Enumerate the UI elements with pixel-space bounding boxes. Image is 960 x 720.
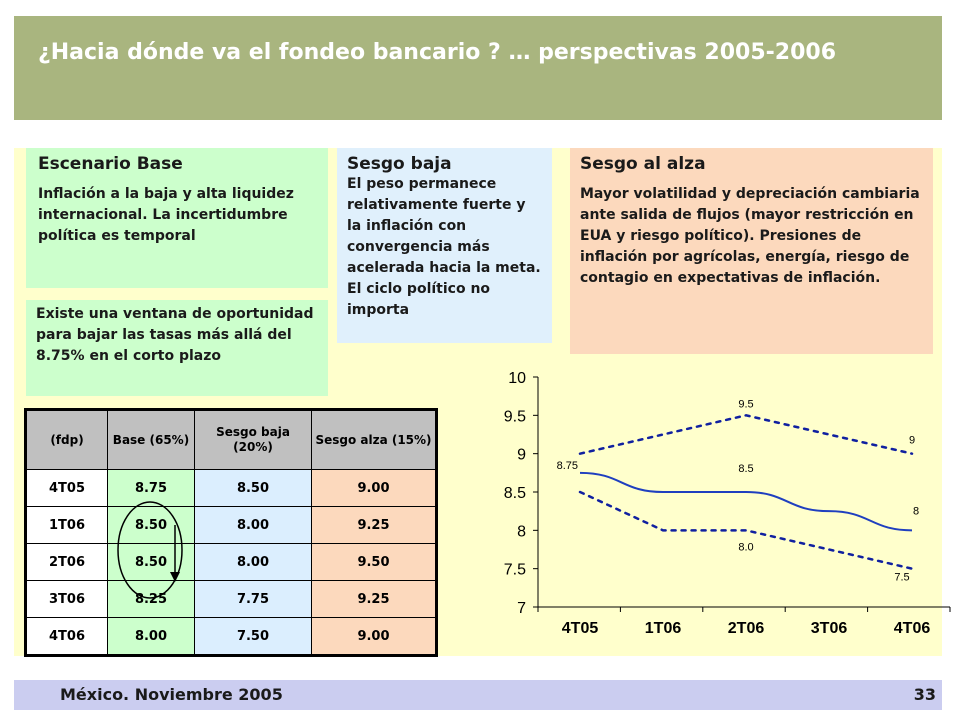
sesgo-alza-box: Sesgo al alza Mayor volatilidad y deprec… — [570, 148, 933, 354]
table-cell: 4T05 — [25, 469, 108, 507]
table-header: Sesgo alza (15%) — [311, 409, 437, 470]
table-cell: 8.25 — [107, 580, 195, 618]
y-tick-label: 9.5 — [504, 408, 526, 425]
y-tick-label: 10 — [508, 370, 526, 387]
table-cell: 8.50 — [194, 469, 312, 507]
arrow-head-icon — [170, 572, 180, 582]
table-cell: 9.25 — [311, 580, 437, 618]
y-tick-label: 8 — [517, 523, 526, 540]
table-row: 4T06 8.00 7.50 9.00 — [25, 617, 437, 656]
data-label: 7.5 — [894, 572, 909, 584]
table-cell: 8.75 — [107, 469, 195, 507]
table-cell: 9.00 — [311, 617, 437, 656]
sesgo-baja-heading: Sesgo baja — [347, 154, 452, 174]
table-cell: 7.50 — [194, 617, 312, 656]
table-row: 3T06 8.25 7.75 9.25 — [25, 580, 437, 618]
table-cell: 9.25 — [311, 506, 437, 544]
table-cell: 8.00 — [107, 617, 195, 656]
table-cell: 1T06 — [25, 506, 108, 544]
page-number: 33 — [913, 685, 936, 704]
ventana-box: Existe una ventana de oportunidad para b… — [26, 300, 328, 396]
data-label: 9 — [909, 435, 915, 447]
data-label: 8 — [913, 505, 919, 517]
escenario-base-body: Inflación a la baja y alta liquidez inte… — [38, 186, 294, 244]
table-cell: 8.50 — [107, 543, 195, 581]
data-label: 9.5 — [738, 398, 753, 410]
sesgo-baja-body: El peso permanece relativamente fuerte y… — [347, 176, 541, 318]
escenario-base-heading: Escenario Base — [38, 154, 183, 174]
footer: México. Noviembre 2005 33 — [14, 680, 942, 710]
chart-axes: 7 7.5 8 8.5 9 9.5 10 4T05 1T06 2T06 3T06 4T06 — [504, 370, 951, 637]
table-cell: 9.50 — [311, 543, 437, 581]
series-line-1 — [578, 414, 914, 455]
rate-chart: 7 7.5 8 8.5 9 9.5 10 4T05 1T06 2T06 3T06 4T06 9.5 9 8… — [504, 370, 951, 637]
y-tick-label: 7 — [517, 600, 526, 617]
chart-series — [578, 414, 914, 570]
data-label: 8.0 — [738, 541, 753, 553]
table-cell: 8.00 — [194, 543, 312, 581]
chart-annotations: 9.5 9 8.75 8.5 8 8.0 7.5 — [557, 398, 919, 583]
y-tick-label: 8.5 — [504, 485, 526, 502]
table-header: Sesgo baja (20%) — [194, 409, 312, 470]
x-tick-label: 2T06 — [728, 620, 765, 637]
y-tick-label: 7.5 — [504, 562, 526, 579]
table-cell: 4T06 — [25, 617, 108, 656]
highlight-circle — [117, 501, 183, 599]
sesgo-baja-box: Sesgo baja El peso permanece relativamen… — [337, 148, 552, 343]
sesgo-alza-heading: Sesgo al alza — [580, 154, 706, 174]
x-tick-label: 4T05 — [562, 620, 599, 637]
page-title: ¿Hacia dónde va el fondeo bancario ? … p… — [38, 40, 837, 65]
series-line-0 — [579, 471, 913, 532]
footer-date: México. Noviembre 2005 — [60, 685, 283, 704]
table-row: 2T06 8.50 8.00 9.50 — [25, 543, 437, 581]
series-line-2 — [578, 490, 914, 570]
scenario-table: (fdp) Base (65%) Sesgo baja (20%) Sesgo … — [24, 408, 438, 657]
table-header-row: (fdp) Base (65%) Sesgo baja (20%) Sesgo … — [25, 409, 437, 470]
x-tick-label: 4T06 — [894, 620, 931, 637]
table-row: 4T05 8.75 8.50 9.00 — [25, 469, 437, 507]
table-cell: 8.00 — [194, 506, 312, 544]
y-tick-label: 9 — [517, 447, 526, 464]
table-cell: 3T06 — [25, 580, 108, 618]
table-header: (fdp) — [25, 409, 108, 470]
table-cell: 9.00 — [311, 469, 437, 507]
data-label: 8.75 — [557, 460, 578, 472]
title-bar: ¿Hacia dónde va el fondeo bancario ? … p… — [14, 16, 942, 120]
escenario-base-box: Escenario Base Inflación a la baja y alt… — [26, 148, 328, 288]
x-tick-label: 1T06 — [645, 620, 682, 637]
sesgo-alza-body: Mayor volatilidad y depreciación cambiar… — [580, 186, 920, 286]
data-label: 8.5 — [738, 463, 753, 475]
x-tick-label: 3T06 — [811, 620, 848, 637]
